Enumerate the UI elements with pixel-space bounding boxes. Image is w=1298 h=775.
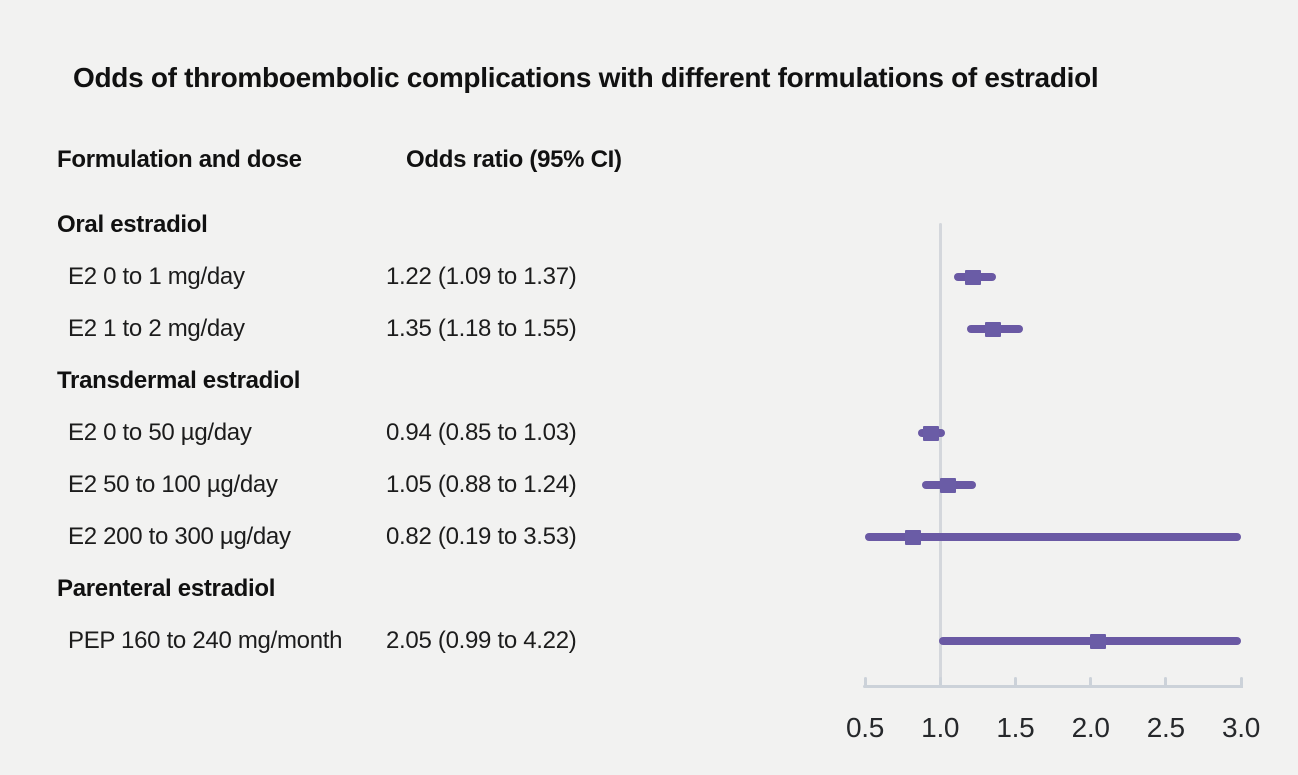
x-axis-tick-label: 3.0	[1221, 712, 1261, 743]
x-axis-tick-label: 2.0	[1071, 712, 1110, 743]
chart-title: Odds of thromboembolic complications wit…	[73, 62, 1099, 93]
row-value: 2.05 (0.99 to 4.22)	[386, 627, 577, 654]
x-axis-tick-label: 0.5	[845, 712, 885, 743]
row-label: E2 0 to 1 mg/day	[68, 263, 245, 290]
group-header: Parenteral estradiol	[57, 575, 276, 602]
row-label: PEP 160 to 240 mg/month	[68, 627, 343, 654]
reference-line	[938, 223, 942, 688]
ci-line	[865, 533, 1241, 541]
row-label: E2 200 to 300 µg/day	[68, 523, 291, 550]
row-value: 1.35 (1.18 to 1.55)	[386, 315, 577, 342]
x-axis-tick	[1013, 677, 1017, 688]
x-axis-tick-label: 1.0	[921, 712, 960, 743]
ci-line	[938, 637, 1241, 645]
x-axis-tick	[938, 677, 942, 688]
row-value: 1.22 (1.09 to 1.37)	[386, 263, 577, 290]
group-header: Oral estradiol	[57, 211, 208, 238]
point-estimate-marker	[905, 529, 922, 545]
x-axis-line	[863, 685, 1243, 688]
row-label: E2 0 to 50 µg/day	[68, 419, 252, 446]
x-axis-tick	[1089, 677, 1093, 688]
point-estimate-marker	[939, 477, 956, 493]
point-estimate-marker	[923, 425, 940, 441]
row-label: E2 50 to 100 µg/day	[68, 471, 278, 498]
point-estimate-marker	[965, 269, 982, 285]
x-axis-tick-label: 2.5	[1146, 712, 1185, 743]
row-value: 0.82 (0.19 to 3.53)	[386, 523, 577, 550]
row-label: E2 1 to 2 mg/day	[68, 315, 245, 342]
x-axis-tick	[863, 677, 867, 688]
x-axis-tick	[1164, 677, 1168, 688]
x-axis-tick-label: 1.5	[996, 712, 1035, 743]
column-header-odds-ratio: Odds ratio (95% CI)	[406, 146, 622, 173]
point-estimate-marker	[984, 321, 1001, 337]
point-estimate-marker	[1090, 633, 1107, 649]
row-value: 0.94 (0.85 to 1.03)	[386, 419, 577, 446]
x-axis-tick	[1239, 677, 1243, 688]
group-header: Transdermal estradiol	[57, 367, 301, 394]
row-value: 1.05 (0.88 to 1.24)	[386, 471, 577, 498]
column-header-formulation: Formulation and dose	[57, 146, 302, 173]
